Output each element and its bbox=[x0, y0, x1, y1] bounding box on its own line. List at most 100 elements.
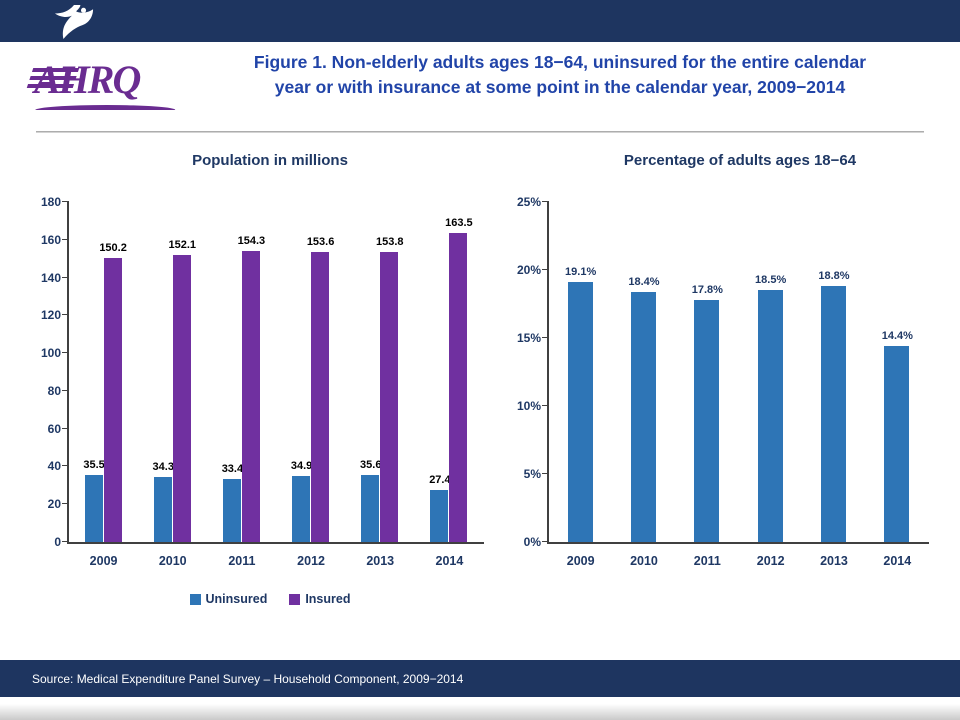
bar-value-label: 18.5% bbox=[755, 274, 787, 287]
x-axis-label-2010: 2010 bbox=[158, 554, 187, 568]
plot-area: 35.5 150.2 2009 34.3 152.1 2010 33.4 154.3 2011 3… bbox=[62, 201, 484, 568]
bar-value-label: 17.8% bbox=[691, 283, 723, 296]
y-axis-tick-label: 120 bbox=[40, 308, 61, 323]
y-axis-tick-label: 15% bbox=[516, 331, 541, 345]
y-axis-tick-mark bbox=[542, 473, 549, 474]
bar-uninsured-2011 bbox=[222, 478, 241, 542]
y-axis-tick-label: 20 bbox=[47, 497, 61, 512]
bar-value-label: 35.6 bbox=[360, 458, 382, 471]
bar-value-label: 33.4 bbox=[221, 462, 244, 475]
bar-uninsured-2012 bbox=[292, 476, 311, 542]
bar-uninsured-2013 bbox=[361, 474, 380, 542]
x-axis-label-2012: 2012 bbox=[297, 554, 325, 568]
x-axis-label-2014: 2014 bbox=[435, 554, 464, 568]
bar-uninsured-2010 bbox=[153, 477, 172, 542]
bar-percent-uninsured-2010 bbox=[631, 291, 656, 542]
chart-legend: Uninsured Insured bbox=[60, 592, 480, 606]
y-axis-tick-label: 180 bbox=[40, 195, 61, 209]
bar-value-label: 153.6 bbox=[306, 235, 335, 248]
top-navy-band bbox=[0, 0, 960, 42]
bar-insured-2014 bbox=[449, 233, 468, 542]
plot-area: 19.1% 2009 18.4% 2010 17.8% 2011 18.5% 2012 18.8… bbox=[542, 201, 929, 568]
legend-swatch-icon bbox=[289, 593, 301, 605]
x-axis-label-2009: 2009 bbox=[89, 554, 118, 568]
y-axis-tick-label: 40 bbox=[47, 459, 61, 474]
legend-label: Insured bbox=[305, 592, 351, 606]
y-axis-tick-mark bbox=[62, 238, 69, 240]
source-note: Source: Medical Expenditure Panel Survey… bbox=[32, 671, 464, 686]
bar-insured-2011 bbox=[241, 250, 260, 542]
bar-insured-2010 bbox=[172, 254, 191, 542]
x-axis-label-2010: 2010 bbox=[630, 554, 658, 568]
bar-value-label: 35.5 bbox=[83, 458, 105, 471]
bar-value-label: 19.1% bbox=[565, 266, 597, 279]
right-chart-heading: Percentage of adults ages 18−64 bbox=[623, 152, 857, 169]
y-axis-tick-label: 140 bbox=[40, 270, 61, 285]
y-axis-tick-mark bbox=[62, 541, 69, 542]
bar-value-label: 18.4% bbox=[628, 275, 660, 288]
legend-item-insured: Insured bbox=[289, 592, 350, 606]
left-chart-heading: Population in millions bbox=[192, 152, 348, 169]
y-axis-tick-mark bbox=[542, 269, 549, 270]
x-axis-label-2011: 2011 bbox=[693, 554, 721, 568]
percentage-bar-chart: 0% 5% 10% 15% 20% 25% 19.1% 2009 18.4% 2010 17.8% 2… bbox=[505, 195, 929, 568]
bar-uninsured-2009 bbox=[84, 474, 103, 542]
y-axis-tick-label: 160 bbox=[40, 232, 61, 247]
y-axis-tick-mark bbox=[62, 352, 69, 354]
y-axis: 0% 5% 10% 15% 20% 25% bbox=[505, 195, 547, 549]
legend-swatch-icon bbox=[189, 593, 201, 605]
legend-item-uninsured: Uninsured bbox=[189, 592, 268, 606]
bar-value-label: 154.3 bbox=[237, 234, 266, 247]
bar-value-label: 163.5 bbox=[445, 217, 473, 230]
bar-value-label: 153.8 bbox=[375, 235, 404, 248]
y-axis-tick-mark bbox=[62, 389, 69, 391]
legend-label: Uninsured bbox=[205, 592, 268, 606]
y-axis-tick-label: 0 bbox=[54, 535, 61, 549]
y-axis-tick-label: 5% bbox=[523, 467, 541, 481]
x-axis-label-2009: 2009 bbox=[566, 554, 595, 568]
y-axis-tick-mark bbox=[542, 541, 549, 542]
hhs-eagle-logo-icon bbox=[54, 5, 94, 39]
footer-band: Source: Medical Expenditure Panel Survey… bbox=[0, 660, 960, 697]
ahrq-logo-stripes-icon bbox=[25, 64, 80, 92]
y-axis-tick-label: 20% bbox=[516, 263, 541, 277]
y-axis-tick-mark bbox=[62, 314, 69, 316]
figure-title-line2: year or with insurance at some point in … bbox=[274, 77, 846, 98]
y-axis-tick-mark bbox=[62, 503, 69, 505]
x-axis-label-2013: 2013 bbox=[820, 554, 848, 568]
bar-percent-uninsured-2014 bbox=[884, 346, 910, 542]
y-axis-tick-mark bbox=[62, 276, 69, 278]
bar-percent-uninsured-2011 bbox=[694, 299, 720, 542]
y-axis-tick-label: 60 bbox=[47, 421, 61, 436]
ahrq-logo: AHRQ bbox=[26, 50, 184, 114]
bottom-fade bbox=[0, 697, 960, 720]
y-axis-tick-mark bbox=[62, 427, 69, 429]
bar-value-label: 14.4% bbox=[881, 330, 913, 343]
bar-value-label: 18.8% bbox=[818, 270, 850, 283]
y-axis-tick-mark bbox=[62, 465, 69, 467]
y-axis-tick-label: 25% bbox=[516, 195, 541, 209]
y-axis: 0 20 40 60 80 100 120 140 160 180 bbox=[25, 195, 67, 549]
bar-uninsured-2014 bbox=[430, 490, 449, 542]
bar-insured-2013 bbox=[380, 251, 399, 542]
bar-value-label: 152.1 bbox=[168, 238, 197, 251]
header-divider bbox=[36, 131, 924, 133]
bar-value-label: 34.3 bbox=[152, 461, 174, 474]
x-axis-label-2011: 2011 bbox=[228, 554, 256, 568]
bar-percent-uninsured-2012 bbox=[757, 290, 783, 542]
bar-insured-2012 bbox=[311, 251, 330, 542]
bar-percent-uninsured-2009 bbox=[567, 282, 593, 542]
figure-title: Figure 1. Non-elderly adults ages 18−64,… bbox=[200, 50, 920, 101]
population-bar-chart: 0 20 40 60 80 100 120 140 160 180 35.5 150.2 2009 34.… bbox=[25, 195, 484, 568]
y-axis-tick-label: 100 bbox=[40, 346, 61, 361]
bar-value-label: 34.9 bbox=[290, 460, 313, 473]
y-axis-tick-mark bbox=[542, 201, 549, 202]
y-axis-tick-label: 80 bbox=[47, 383, 61, 398]
y-axis-tick-label: 0% bbox=[523, 535, 541, 549]
y-axis-tick-mark bbox=[542, 337, 549, 338]
x-axis-label-2014: 2014 bbox=[883, 554, 912, 568]
ahrq-logo-underline-icon bbox=[35, 105, 177, 110]
bar-insured-2009 bbox=[103, 258, 122, 542]
bar-value-label: 150.2 bbox=[99, 242, 127, 255]
